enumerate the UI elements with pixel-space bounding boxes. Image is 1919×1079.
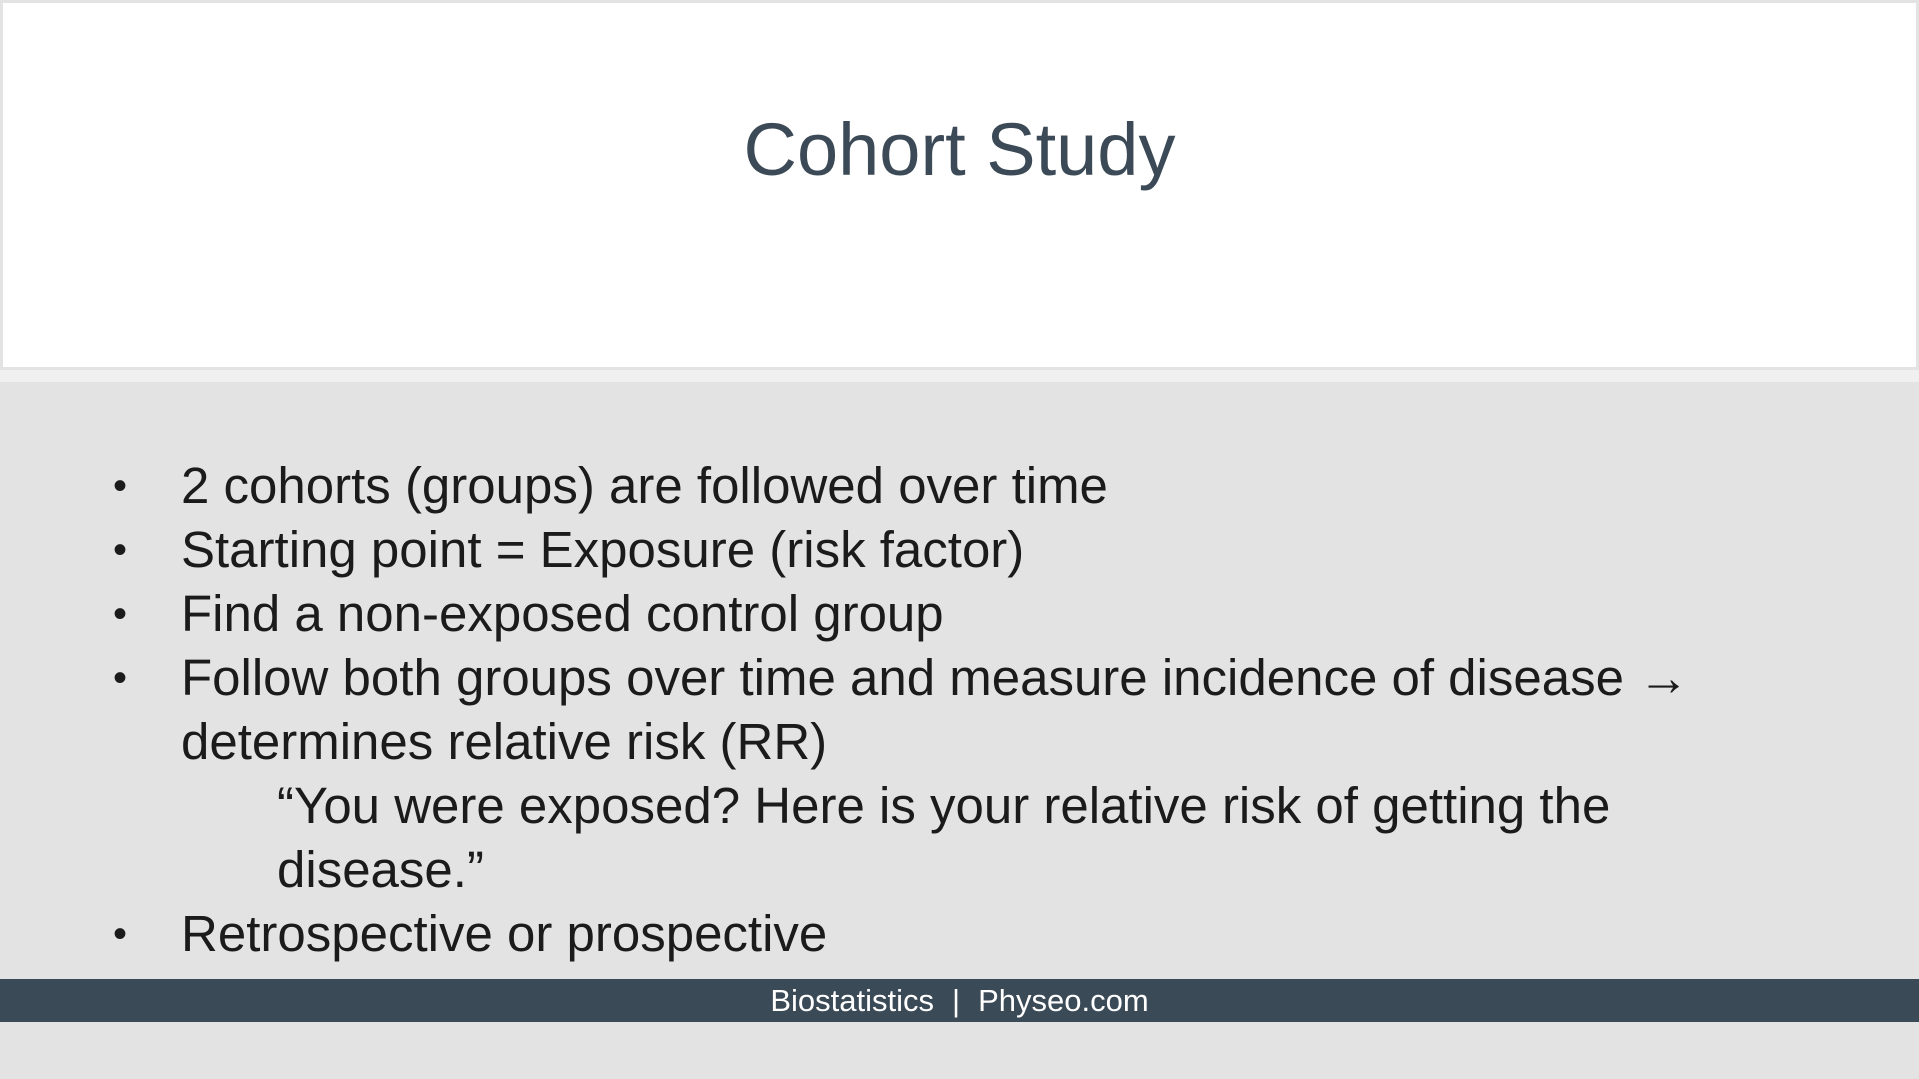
sub-bullet-quote: “You were exposed? Here is your relative… bbox=[277, 777, 1611, 898]
bullet-text: Follow both groups over time and measure… bbox=[181, 649, 1690, 770]
bullet-icon: • bbox=[113, 528, 128, 572]
bullet-list: • 2 cohorts (groups) are followed over t… bbox=[0, 454, 1919, 966]
footer-course: Biostatistics bbox=[770, 983, 935, 1018]
list-item: • 2 cohorts (groups) are followed over t… bbox=[0, 454, 1919, 518]
footer-site: Physeo.com bbox=[978, 983, 1149, 1018]
list-item: • Starting point = Exposure (risk factor… bbox=[0, 518, 1919, 582]
bullet-icon: • bbox=[113, 592, 128, 636]
footer-bar: Biostatistics | Physeo.com bbox=[0, 979, 1919, 1022]
title-box: Cohort Study bbox=[0, 0, 1919, 370]
slide-title: Cohort Study bbox=[743, 108, 1176, 191]
bullet-text: Retrospective or prospective bbox=[181, 905, 828, 962]
bullet-icon: • bbox=[113, 656, 128, 700]
bullet-text: 2 cohorts (groups) are followed over tim… bbox=[181, 457, 1108, 514]
list-item: • Find a non-exposed control group bbox=[0, 582, 1919, 646]
bullet-text: Find a non-exposed control group bbox=[181, 585, 944, 642]
divider bbox=[0, 370, 1919, 382]
bullet-icon: • bbox=[113, 464, 128, 508]
list-item: • Follow both groups over time and measu… bbox=[0, 646, 1919, 774]
bullet-text: Starting point = Exposure (risk factor) bbox=[181, 521, 1025, 578]
footer-separator: | bbox=[952, 983, 961, 1018]
bullet-icon: • bbox=[113, 912, 128, 956]
list-item: • Retrospective or prospective bbox=[0, 902, 1919, 966]
